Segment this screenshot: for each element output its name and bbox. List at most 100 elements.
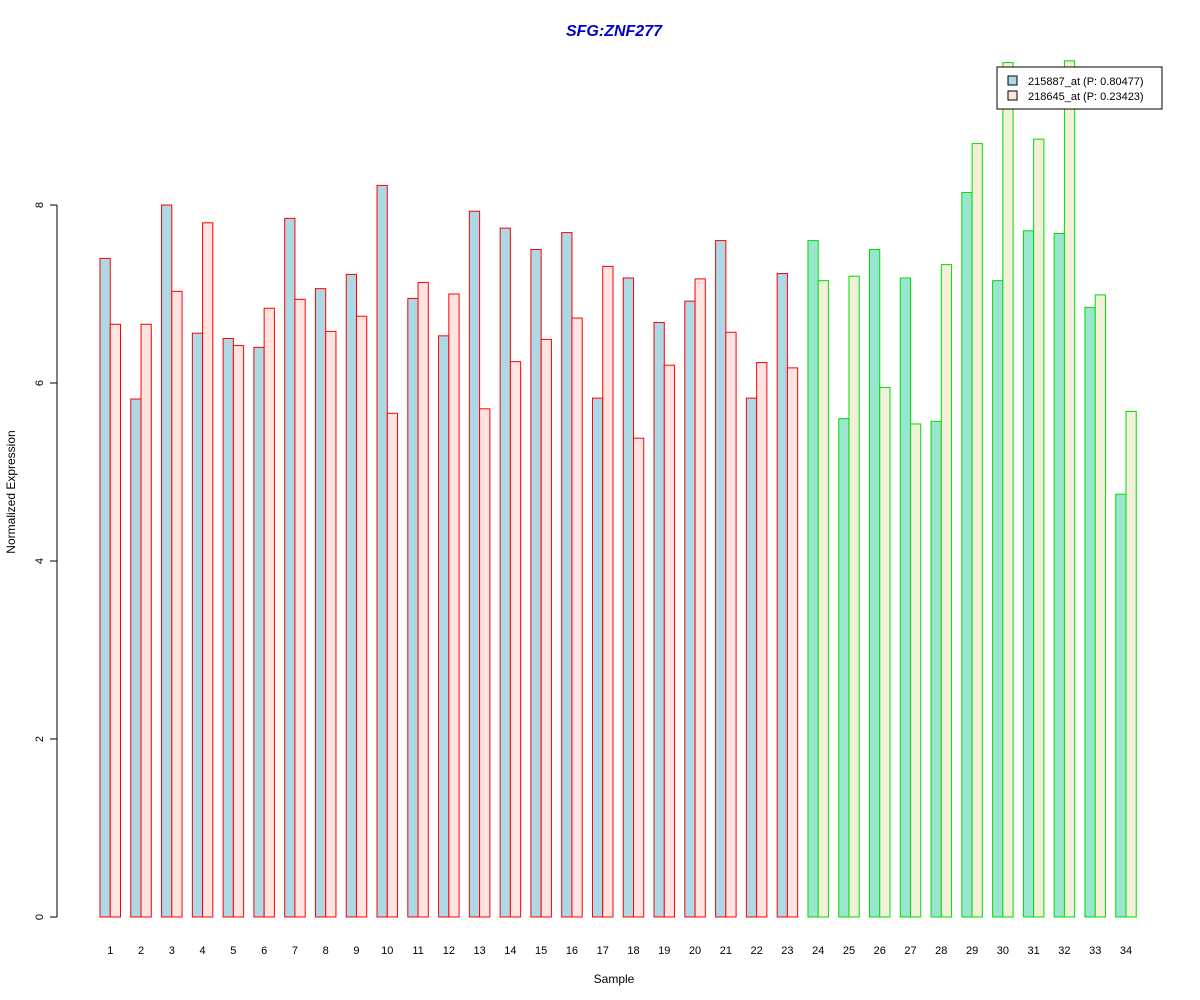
bar-sample-34-series-1 bbox=[1115, 493, 1127, 918]
bar-sample-2-series-2 bbox=[140, 323, 152, 918]
x-tick-label: 5 bbox=[230, 945, 236, 957]
bar-sample-26-series-1 bbox=[869, 249, 881, 918]
x-tick-label: 24 bbox=[812, 945, 824, 957]
bar-sample-24-series-1 bbox=[807, 240, 819, 918]
bar-sample-5-series-1 bbox=[222, 338, 234, 918]
bar-sample-12-series-2 bbox=[448, 293, 460, 918]
bar-sample-33-series-2 bbox=[1094, 294, 1106, 918]
bar-sample-12-series-1 bbox=[438, 335, 450, 918]
x-tick-label: 20 bbox=[689, 945, 701, 957]
bars bbox=[99, 60, 1137, 918]
x-tick-label: 2 bbox=[138, 945, 144, 957]
bar-sample-22-series-2 bbox=[756, 362, 768, 918]
chart-title: SFG:ZNF277 bbox=[566, 23, 663, 40]
bar-sample-30-series-1 bbox=[992, 280, 1004, 918]
y-axis: 0 2 4 6 8 bbox=[34, 202, 58, 920]
y-tick-label: 2 bbox=[34, 736, 46, 742]
y-tick-label: 0 bbox=[34, 914, 46, 920]
bar-sample-6-series-2 bbox=[263, 307, 275, 918]
x-axis-label: Sample bbox=[594, 972, 635, 986]
x-tick-label: 13 bbox=[473, 945, 485, 957]
x-tick-label: 31 bbox=[1028, 945, 1040, 957]
bar-sample-23-series-2 bbox=[786, 367, 799, 918]
x-tick-label: 7 bbox=[292, 945, 298, 957]
bar-sample-9-series-1 bbox=[345, 273, 357, 918]
bar-sample-14-series-2 bbox=[509, 361, 522, 918]
bar-sample-10-series-2 bbox=[386, 412, 399, 918]
bar-sample-28-series-2 bbox=[940, 264, 953, 918]
bar-sample-14-series-1 bbox=[499, 227, 511, 918]
y-tick-label: 6 bbox=[34, 380, 46, 386]
bar-sample-5-series-2 bbox=[232, 345, 245, 918]
legend-label-215887: 215887_at (P: 0.80477) bbox=[1028, 76, 1144, 88]
bar-sample-31-series-2 bbox=[1033, 138, 1045, 918]
x-tick-label: 28 bbox=[935, 945, 947, 957]
x-tick-label: 21 bbox=[720, 945, 732, 957]
bar-sample-3-series-1 bbox=[161, 204, 173, 918]
bar-sample-6-series-1 bbox=[253, 346, 265, 918]
x-tick-label: 29 bbox=[966, 945, 978, 957]
bar-sample-13-series-1 bbox=[468, 210, 481, 918]
bar-sample-11-series-1 bbox=[407, 297, 419, 918]
x-tick-label: 1 bbox=[107, 945, 113, 957]
bar-sample-20-series-1 bbox=[684, 300, 696, 918]
bar-sample-4-series-1 bbox=[191, 332, 204, 918]
bar-sample-25-series-2 bbox=[848, 275, 860, 918]
bar-sample-9-series-2 bbox=[355, 315, 368, 918]
x-tick-label: 4 bbox=[200, 945, 206, 957]
bar-sample-2-series-1 bbox=[130, 398, 142, 918]
legend-label-218645: 218645_at (P: 0.23423) bbox=[1028, 91, 1144, 103]
x-tick-label: 12 bbox=[443, 945, 455, 957]
bar-sample-27-series-1 bbox=[899, 277, 912, 918]
x-tick-label: 33 bbox=[1089, 945, 1101, 957]
bar-sample-16-series-1 bbox=[561, 232, 573, 918]
x-tick-label: 16 bbox=[566, 945, 578, 957]
x-axis-tick-labels: 1 2 3 4 5 6 7 8 9 10 11 12 13 14 15 16 17 18 19 20 21 22 23 24 2… bbox=[107, 945, 1132, 957]
bar-sample-16-series-2 bbox=[571, 317, 583, 918]
bar-sample-11-series-2 bbox=[417, 281, 429, 918]
bar-sample-1-series-1 bbox=[99, 257, 111, 918]
x-tick-label: 9 bbox=[353, 945, 359, 957]
x-tick-label: 14 bbox=[504, 945, 516, 957]
x-tick-label: 19 bbox=[658, 945, 670, 957]
bar-sample-19-series-2 bbox=[663, 364, 676, 918]
bar-sample-25-series-1 bbox=[838, 418, 850, 918]
x-tick-label: 22 bbox=[751, 945, 763, 957]
x-tick-label: 15 bbox=[535, 945, 547, 957]
bar-sample-8-series-1 bbox=[314, 288, 327, 918]
bar-sample-33-series-1 bbox=[1084, 306, 1096, 918]
y-axis-label: Normalized Expression bbox=[4, 430, 18, 553]
bar-sample-34-series-2 bbox=[1125, 410, 1137, 918]
bar-sample-20-series-2 bbox=[694, 278, 706, 918]
bar-sample-17-series-1 bbox=[591, 397, 604, 918]
bar-sample-7-series-1 bbox=[284, 217, 296, 918]
bar-sample-26-series-2 bbox=[879, 386, 891, 918]
bar-sample-7-series-2 bbox=[294, 298, 306, 918]
x-tick-label: 27 bbox=[904, 945, 916, 957]
bar-sample-21-series-1 bbox=[715, 240, 727, 918]
x-tick-label: 30 bbox=[997, 945, 1009, 957]
legend: 215887_at (P: 0.80477) 218645_at (P: 0.2… bbox=[996, 66, 1163, 110]
bar-sample-17-series-2 bbox=[602, 265, 614, 918]
bar-sample-3-series-2 bbox=[171, 290, 183, 918]
bar-sample-28-series-1 bbox=[930, 420, 942, 918]
x-tick-label: 18 bbox=[627, 945, 639, 957]
x-tick-label: 8 bbox=[323, 945, 329, 957]
bar-sample-18-series-1 bbox=[622, 277, 635, 918]
bar-sample-24-series-2 bbox=[817, 280, 829, 918]
y-tick-label: 8 bbox=[34, 202, 46, 208]
bar-sample-22-series-1 bbox=[745, 397, 758, 918]
x-tick-label: 25 bbox=[843, 945, 855, 957]
x-tick-label: 26 bbox=[874, 945, 886, 957]
x-tick-label: 11 bbox=[412, 945, 423, 957]
bar-sample-19-series-1 bbox=[653, 321, 665, 918]
bar-sample-32-series-1 bbox=[1053, 232, 1065, 918]
y-tick-label: 4 bbox=[34, 558, 46, 564]
bar-sample-4-series-2 bbox=[202, 222, 214, 918]
bar-sample-10-series-1 bbox=[376, 184, 388, 918]
legend-swatch-215887 bbox=[1007, 75, 1018, 86]
bar-sample-31-series-1 bbox=[1022, 230, 1035, 918]
bar-sample-15-series-2 bbox=[540, 338, 552, 918]
bar-sample-1-series-2 bbox=[109, 323, 121, 918]
